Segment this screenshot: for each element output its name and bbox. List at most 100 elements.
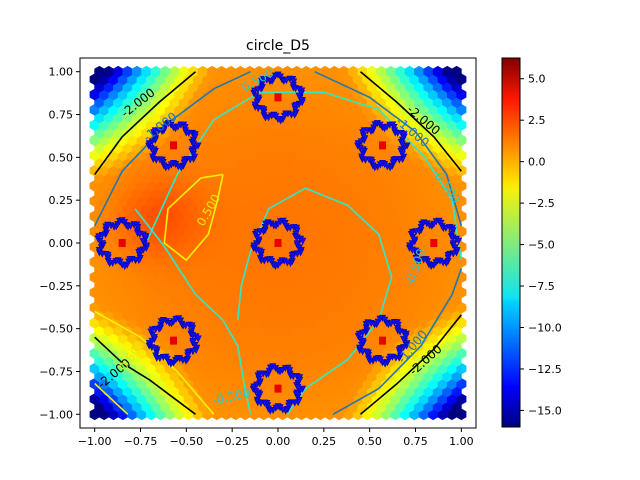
heatmap-cell: [103, 400, 114, 413]
heatmap-cell: [207, 142, 218, 154]
heatmap-cell: [376, 218, 387, 230]
heatmap-cell: [291, 309, 302, 322]
heatmap-cell: [409, 301, 420, 314]
heatmap-cell: [399, 225, 410, 238]
heatmap-cell: [414, 309, 425, 322]
heatmap-cell: [418, 317, 429, 329]
heatmap-cell: [216, 157, 227, 169]
heatmap-cell: [164, 362, 175, 375]
heatmap-cell: [249, 332, 260, 344]
heatmap-cell: [395, 294, 406, 306]
heatmap-cell: [404, 309, 415, 322]
heatmap-cell: [428, 378, 439, 390]
heatmap-cell: [103, 126, 114, 139]
heatmap-cell: [338, 248, 349, 261]
heatmap-cell: [211, 241, 222, 253]
heatmap-cell: [94, 96, 105, 108]
heatmap-cell: [94, 385, 105, 398]
heatmap-cell: [324, 286, 335, 299]
heatmap-cell: [451, 126, 462, 139]
heatmap-cell: [150, 96, 161, 108]
heatmap-cell: [240, 332, 251, 344]
heatmap-cell: [263, 385, 274, 398]
heatmap-cell: [428, 103, 439, 116]
heatmap-cell: [113, 187, 124, 200]
heatmap-cell: [305, 301, 316, 314]
heatmap-cell: [99, 164, 110, 177]
heatmap-cell: [131, 81, 142, 93]
heatmap-cell: [108, 362, 119, 375]
heatmap-cell: [160, 263, 171, 276]
heatmap-cell: [362, 195, 373, 207]
plot-area: -2.000-1.000 -2.000-1.000-0.5000.5000.500…: [89, 65, 467, 421]
heatmap-cell: [334, 378, 345, 390]
heatmap-cell: [395, 202, 406, 215]
heatmap-cell: [108, 103, 119, 116]
x-tick-label: 0.50: [357, 435, 382, 448]
heatmap-cell: [164, 408, 175, 421]
heatmap-cell: [207, 324, 218, 337]
heatmap-cell: [446, 317, 457, 329]
heatmap-cell: [296, 73, 307, 86]
heatmap-cell: [320, 233, 331, 245]
heatmap-cell: [89, 347, 100, 360]
contour-line: [94, 336, 196, 415]
heatmap-cell: [235, 187, 246, 200]
heatmap-cell: [230, 393, 241, 405]
heatmap-cell: [390, 408, 401, 421]
heatmap-cell: [432, 111, 443, 124]
heatmap-cell: [329, 142, 340, 154]
heatmap-cell: [207, 263, 218, 276]
heatmap-cell: [150, 385, 161, 398]
heatmap-cell: [348, 111, 359, 124]
heatmap-cell: [249, 301, 260, 314]
heatmap-cell: [146, 317, 157, 329]
heatmap-cell: [146, 180, 157, 192]
heatmap-cell: [268, 393, 279, 405]
heatmap-cell: [329, 294, 340, 306]
heatmap-cell: [367, 370, 378, 383]
heatmap-cell: [263, 294, 274, 306]
heatmap-cell: [202, 149, 213, 162]
heatmap-cell: [414, 324, 425, 337]
heatmap-cell: [240, 317, 251, 329]
heatmap-cell: [343, 88, 354, 101]
heatmap-cell: [348, 157, 359, 169]
heatmap-cell: [423, 309, 434, 322]
heatmap-cell: [442, 126, 453, 139]
heatmap-cell: [141, 309, 152, 322]
heatmap-cell: [160, 324, 171, 337]
heatmap-cell: [197, 81, 208, 93]
heatmap-cell: [235, 400, 246, 413]
heatmap-cell: [240, 195, 251, 207]
heatmap-cell: [99, 317, 110, 329]
heatmap-cell: [225, 142, 236, 154]
heatmap-cell: [442, 81, 453, 93]
heatmap-cell: [381, 362, 392, 375]
heatmap-cell: [150, 309, 161, 322]
heatmap-cell: [338, 279, 349, 291]
heatmap-cell: [193, 103, 204, 116]
heatmap-cell: [131, 96, 142, 108]
heatmap-cell: [197, 202, 208, 215]
sample-marker: [389, 159, 397, 167]
heatmap-cell: [216, 218, 227, 230]
heatmap-cell: [418, 210, 429, 223]
heatmap-cell: [442, 65, 453, 78]
heatmap-cell: [362, 73, 373, 86]
heatmap-cell: [329, 263, 340, 276]
heatmap-cell: [320, 279, 331, 291]
heatmap-cell: [216, 202, 227, 215]
heatmap-cell: [390, 134, 401, 147]
heatmap-cell: [329, 309, 340, 322]
heatmap-cell: [211, 362, 222, 375]
heatmap-cell: [136, 378, 147, 390]
heatmap-cell: [216, 324, 227, 337]
sample-marker: [184, 352, 192, 360]
heatmap-cell: [230, 332, 241, 344]
heatmap-cell: [188, 111, 199, 124]
heatmap-cell: [113, 111, 124, 124]
heatmap-cell: [324, 119, 335, 131]
heatmap-cell: [334, 332, 345, 344]
heatmap-cell: [301, 248, 312, 261]
